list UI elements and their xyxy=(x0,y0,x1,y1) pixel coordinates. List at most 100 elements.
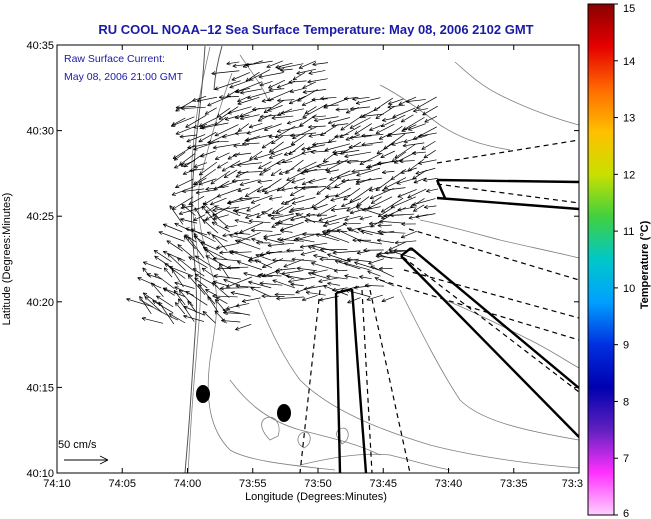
current-vector xyxy=(190,228,216,243)
current-vector xyxy=(302,81,317,89)
current-vector xyxy=(357,238,383,245)
current-vector xyxy=(207,140,229,145)
current-vector xyxy=(390,169,407,181)
current-vector xyxy=(323,284,349,296)
current-vector xyxy=(126,297,154,308)
current-vector xyxy=(389,249,416,259)
current-vector xyxy=(189,168,205,173)
current-vector xyxy=(229,250,252,259)
current-vector xyxy=(194,255,218,271)
current-vector xyxy=(310,261,337,271)
current-vector xyxy=(267,213,283,218)
current-vector xyxy=(400,114,414,123)
current-vector xyxy=(380,197,404,213)
current-vector xyxy=(245,212,260,219)
current-vector xyxy=(231,178,250,183)
current-vector xyxy=(194,177,207,186)
current-vector xyxy=(400,167,417,174)
colorbar: 15 14 13 12 11 10 9 8 7 6 Temperature (°C) xyxy=(587,3,651,519)
current-vector xyxy=(308,70,326,75)
current-vector xyxy=(211,221,230,233)
current-vector xyxy=(353,285,371,290)
current-vector xyxy=(326,186,340,191)
current-vector xyxy=(232,152,252,158)
current-vector xyxy=(291,257,317,262)
current-vector xyxy=(234,131,251,136)
current-vector xyxy=(200,241,219,251)
current-vector xyxy=(368,186,382,192)
current-vector xyxy=(193,214,206,221)
current-vector xyxy=(250,287,272,298)
current-vector xyxy=(322,232,350,243)
current-vector xyxy=(304,168,327,173)
current-vector xyxy=(377,223,392,228)
current-vector xyxy=(257,114,272,122)
current-vector xyxy=(302,104,326,118)
current-vector xyxy=(268,87,285,92)
current-vector xyxy=(169,205,184,225)
current-vector xyxy=(312,140,337,147)
current-vector xyxy=(394,240,417,245)
current-vector xyxy=(364,283,384,288)
current-vector xyxy=(327,117,350,125)
chart-title: RU COOL NOAA–12 Sea Surface Temperature:… xyxy=(98,22,533,37)
x-tick-label: 73:50 xyxy=(304,478,332,490)
current-vector xyxy=(340,116,361,131)
current-vector xyxy=(355,178,372,186)
current-vector xyxy=(288,276,316,284)
current-vector xyxy=(213,274,241,280)
current-vector xyxy=(137,277,162,289)
current-vector xyxy=(387,131,415,137)
current-vector xyxy=(178,289,194,307)
current-vector xyxy=(418,132,437,138)
current-vector xyxy=(222,308,251,316)
current-vector xyxy=(217,161,229,169)
current-vector xyxy=(235,323,252,331)
current-vector xyxy=(426,188,439,193)
current-vector xyxy=(154,273,175,289)
current-vector xyxy=(374,277,395,287)
current-vector xyxy=(239,179,260,187)
y-tick-label: 40:25 xyxy=(26,211,54,223)
current-vector xyxy=(227,106,252,115)
current-vector xyxy=(204,107,217,115)
current-vector xyxy=(236,260,262,270)
current-vector xyxy=(212,294,238,299)
x-tick-label: 74:05 xyxy=(108,478,136,490)
current-vector xyxy=(245,185,264,197)
current-vector xyxy=(187,274,206,295)
current-vector xyxy=(355,177,382,184)
current-vector xyxy=(391,141,404,146)
current-vector xyxy=(280,67,293,73)
y-tick-label: 40:30 xyxy=(26,126,54,138)
plot-area: 74:10 74:05 74:00 73:55 73:50 73:45 73:40 73:35… xyxy=(26,40,583,490)
current-vector xyxy=(416,96,437,109)
annotation-line-2: May 08, 2006 21:00 GMT xyxy=(64,71,184,83)
current-vector xyxy=(285,274,306,280)
current-vector xyxy=(305,290,326,296)
current-vector xyxy=(379,266,393,271)
current-vector xyxy=(293,185,318,190)
current-vector xyxy=(288,95,306,105)
current-vector xyxy=(219,263,230,279)
current-vector xyxy=(187,143,208,150)
current-vector xyxy=(308,124,326,129)
current-vector xyxy=(167,253,187,271)
current-vector xyxy=(332,250,361,255)
current-vector xyxy=(263,123,282,131)
current-vector xyxy=(182,188,205,194)
current-vector xyxy=(166,240,183,252)
colorbar-tick-label: 14 xyxy=(623,56,635,68)
colorbar-tick-label: 6 xyxy=(623,508,629,519)
current-vector xyxy=(243,271,261,278)
colorbar-tick-label: 12 xyxy=(623,169,635,181)
station-marker-north xyxy=(196,385,210,403)
current-vector xyxy=(229,233,251,241)
current-vector xyxy=(354,123,372,135)
current-vector xyxy=(417,159,437,165)
current-vector xyxy=(185,291,208,306)
current-vector xyxy=(212,256,241,262)
current-vector xyxy=(388,98,404,105)
current-vector xyxy=(216,242,240,250)
current-vector xyxy=(375,254,403,260)
